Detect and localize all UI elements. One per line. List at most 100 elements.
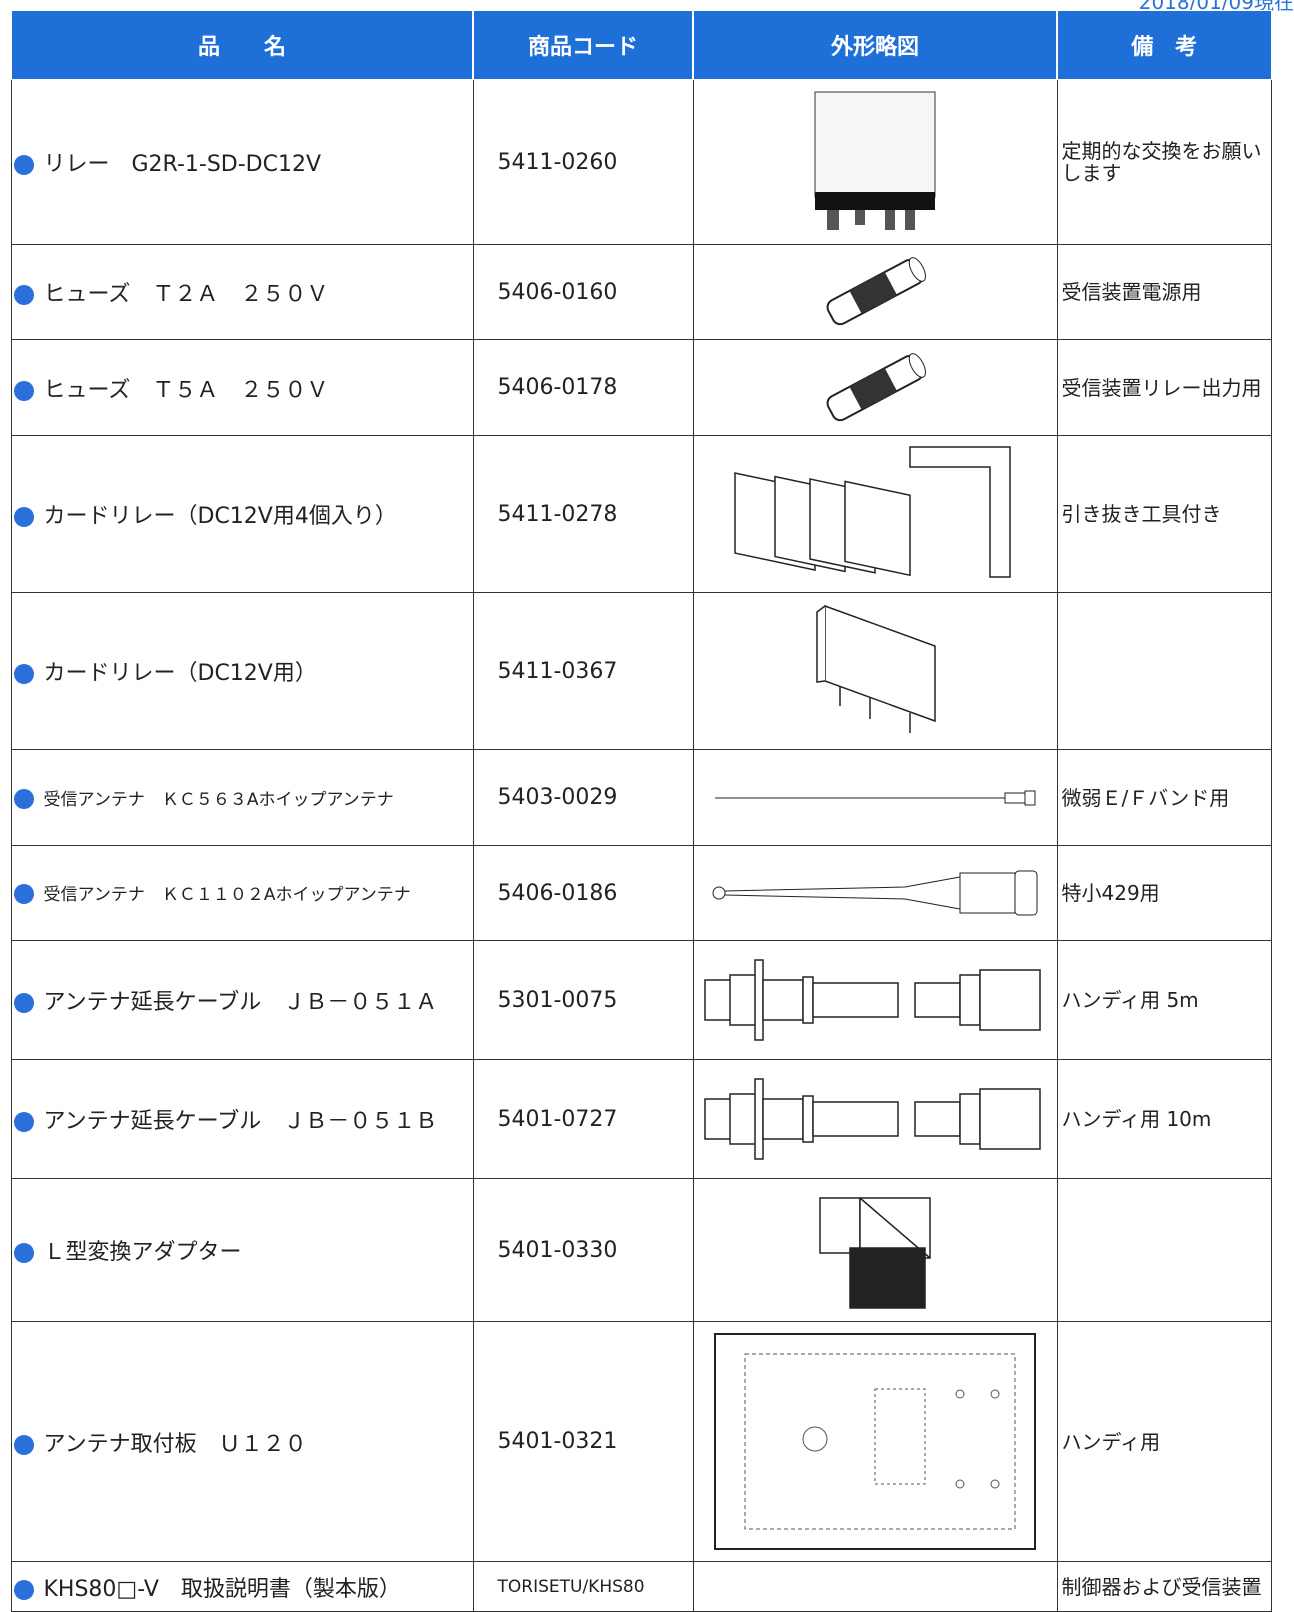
item-name: 受信アンテナ ＫＣ５６３Aホイップアンテナ xyxy=(43,789,394,810)
header-cell: 備 考 xyxy=(1056,10,1272,80)
name-cell: 受信アンテナ ＫＣ５６３Aホイップアンテナ xyxy=(10,749,474,846)
bullet xyxy=(13,993,34,1013)
code-cell: 5403-0029 xyxy=(472,749,694,846)
item-name: カードリレー（DC12V用4個入り） xyxy=(43,504,397,529)
table-row: ヒューズ Ｔ２Ａ ２５０Ｖ 5406-0160 受信装置電源用 xyxy=(10,244,1272,340)
code-cell: 5401-0321 xyxy=(472,1321,694,1562)
table-row: リレー G2R-1-SD-DC12V 5411-0260 定期的な交換をお願いします xyxy=(10,79,1272,245)
note-cell xyxy=(1056,592,1272,750)
note-cell: ハンディ用 10m xyxy=(1056,1059,1272,1179)
item-name: Ｌ型変換アダプター xyxy=(43,1240,242,1265)
code-cell: 5406-0186 xyxy=(472,845,694,941)
bullet xyxy=(13,1112,34,1132)
item-name: KHS80□-V 取扱説明書（製本版） xyxy=(43,1576,401,1602)
note-cell: 特小429用 xyxy=(1056,845,1272,941)
picture-cell xyxy=(692,845,1058,941)
bullet xyxy=(13,1243,34,1263)
bullet xyxy=(13,1434,34,1455)
table-row: Ｌ型変換アダプター 5401-0330 xyxy=(10,1178,1272,1322)
item-name: ヒューズ Ｔ２Ａ ２５０Ｖ xyxy=(43,282,329,307)
name-cell: アンテナ取付板 Ｕ１２０ xyxy=(10,1321,474,1562)
table-row: カードリレー（DC12V用） 5411-0367 xyxy=(10,592,1272,750)
illustration xyxy=(734,445,1011,578)
table-row: カードリレー（DC12V用4個入り） 5411-0278 引き抜き工具付き xyxy=(10,435,1272,593)
illustration xyxy=(704,1078,1041,1160)
code-cell: 5411-0260 xyxy=(472,79,694,245)
picture-cell xyxy=(692,749,1058,846)
item-name: リレー G2R-1-SD-DC12V xyxy=(43,152,322,177)
name-cell: 受信アンテナ ＫＣ１１０２Aホイップアンテナ xyxy=(10,845,474,941)
name-cell: アンテナ延長ケーブル ＪＢ－０５１Ａ xyxy=(10,940,474,1060)
illustration xyxy=(814,91,936,230)
picture-cell xyxy=(692,592,1058,750)
item-name: アンテナ延長ケーブル ＪＢ－０５１Ａ xyxy=(43,990,438,1015)
item-name: ヒューズ Ｔ５Ａ ２５０Ｖ xyxy=(43,377,329,403)
table-row: アンテナ延長ケーブル ＪＢ－０５１Ｂ 5401-0727 ハンディ用 10m xyxy=(10,1059,1272,1179)
item-name: アンテナ取付板 Ｕ１２０ xyxy=(43,1431,307,1457)
picture-cell xyxy=(692,435,1058,593)
illustration xyxy=(715,790,1036,805)
picture-cell xyxy=(692,1321,1058,1562)
bullet xyxy=(13,155,34,175)
picture-cell xyxy=(692,244,1058,340)
name-cell: アンテナ延長ケーブル ＪＢ－０５１Ｂ xyxy=(10,1059,474,1179)
table-row: KHS80□-V 取扱説明書（製本版） TORISETU/KHS80 制御器および受… xyxy=(10,1561,1272,1612)
name-cell: Ｌ型変換アダプター xyxy=(10,1178,474,1322)
table-row: アンテナ取付板 Ｕ１２０ 5401-0321 ハンディ用 xyxy=(10,1321,1272,1562)
note-cell: 微弱Ｅ/Ｆバンド用 xyxy=(1056,749,1272,846)
picture-cell xyxy=(692,940,1058,1060)
name-cell: カードリレー（DC12V用4個入り） xyxy=(10,435,474,593)
code-cell: 5301-0075 xyxy=(472,940,694,1060)
bullet xyxy=(13,507,34,527)
header-row: 品 名 商品コード 外形略図 備 考 xyxy=(10,10,1272,80)
bullet xyxy=(13,285,34,305)
table-row: アンテナ延長ケーブル ＪＢ－０５１Ａ 5301-0075 ハンディ用 5m xyxy=(10,940,1272,1060)
header-cell: 品 名 xyxy=(10,10,474,80)
picture-cell xyxy=(692,1178,1058,1322)
picture-cell xyxy=(692,339,1058,436)
code-cell: TORISETU/KHS80 xyxy=(472,1561,694,1612)
bullet xyxy=(13,380,34,401)
note-cell: 受信装置電源用 xyxy=(1056,244,1272,340)
item-name: カードリレー（DC12V用） xyxy=(43,661,317,686)
note-cell: ハンディ用 5m xyxy=(1056,940,1272,1060)
illustration xyxy=(826,257,926,326)
illustration xyxy=(712,870,1038,916)
note-cell: 定期的な交換をお願いします xyxy=(1056,79,1272,245)
illustration xyxy=(816,604,936,733)
note-cell xyxy=(1056,1178,1272,1322)
picture-cell xyxy=(692,1561,1058,1612)
parts-table: 品 名 商品コード 外形略図 備 考 リレー G2R-1-SD-DC12V 541… xyxy=(10,10,1272,1612)
note-cell: 制御器および受信装置 xyxy=(1056,1561,1272,1612)
code-cell: 5411-0367 xyxy=(472,592,694,750)
illustration xyxy=(819,1196,931,1309)
table-body: リレー G2R-1-SD-DC12V 5411-0260 定期的な交換をお願いします… xyxy=(10,79,1272,1612)
code-cell: 5406-0178 xyxy=(472,339,694,436)
illustration xyxy=(826,352,926,421)
code-cell: 5401-0727 xyxy=(472,1059,694,1179)
bullet xyxy=(13,884,34,904)
table-row: 受信アンテナ ＫＣ１１０２Aホイップアンテナ 5406-0186 特小429用 xyxy=(10,845,1272,941)
table-row: ヒューズ Ｔ５Ａ ２５０Ｖ 5406-0178 受信装置リレー出力用 xyxy=(10,339,1272,436)
note-cell: 引き抜き工具付き xyxy=(1056,435,1272,593)
name-cell: ヒューズ Ｔ５Ａ ２５０Ｖ xyxy=(10,339,474,436)
item-name: 受信アンテナ ＫＣ１１０２Aホイップアンテナ xyxy=(43,885,411,905)
illustration xyxy=(704,959,1041,1041)
note-cell: ハンディ用 xyxy=(1056,1321,1272,1562)
picture-cell xyxy=(692,1059,1058,1179)
header-cell: 商品コード xyxy=(472,10,694,80)
bullet xyxy=(13,1579,34,1600)
header-cell: 外形略図 xyxy=(692,10,1058,80)
name-cell: リレー G2R-1-SD-DC12V xyxy=(10,79,474,245)
illustration xyxy=(714,1333,1036,1550)
table-row: 受信アンテナ ＫＣ５６３Aホイップアンテナ 5403-0029 微弱Ｅ/Ｆバンド用 xyxy=(10,749,1272,846)
bullet xyxy=(13,664,34,684)
note-cell: 受信装置リレー出力用 xyxy=(1056,339,1272,436)
code-cell: 5411-0278 xyxy=(472,435,694,593)
picture-cell xyxy=(692,79,1058,245)
item-name: アンテナ延長ケーブル ＪＢ－０５１Ｂ xyxy=(43,1109,438,1134)
name-cell: ヒューズ Ｔ２Ａ ２５０Ｖ xyxy=(10,244,474,340)
bullet xyxy=(13,788,34,809)
code-cell: 5401-0330 xyxy=(472,1178,694,1322)
